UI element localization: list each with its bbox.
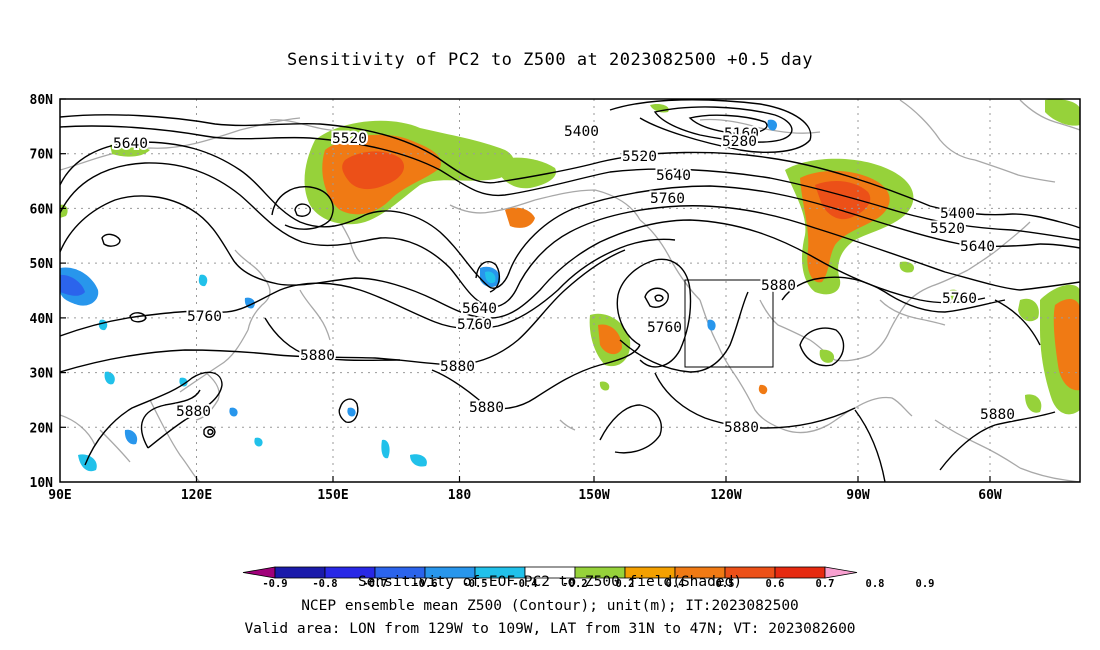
map-frame — [59, 98, 1081, 483]
lat-label: 10N — [30, 476, 54, 491]
coastlines — [60, 99, 1080, 482]
contour-label: 5880 — [469, 400, 504, 416]
lon-label: 120E — [181, 488, 212, 503]
contour-label: 5880 — [440, 359, 475, 375]
valid-area-box — [684, 279, 774, 368]
contour-label: 5520 — [622, 149, 657, 165]
contour-label: 5640 — [462, 301, 497, 317]
colorbar-tick-label: 0.9 — [916, 578, 935, 590]
contour-labels: 5640 5520 5400 5160 5280 5520 5640 5760 … — [111, 122, 1017, 438]
lon-label: 90W — [846, 488, 870, 503]
contour-label: 5640 — [960, 239, 995, 255]
footer-shading-caption: Sensitivity of EOF PC2 to Z500 field(Sha… — [357, 574, 743, 590]
colorbar-tick-label: -0.5 — [462, 578, 487, 590]
colorbar-tick-label: -0.9 — [262, 578, 287, 590]
z500-contours — [60, 99, 1080, 482]
lat-label: 60N — [30, 202, 54, 217]
lon-label: 60W — [978, 488, 1002, 503]
lat-label: 80N — [30, 93, 54, 108]
colorbar-tick-label: -0.4 — [512, 578, 537, 590]
colorbar-tick-label: -0.8 — [312, 578, 337, 590]
lon-label: 120W — [710, 488, 741, 503]
longitude-labels: 90E 120E 150E 180 150W 120W 90W 60W — [48, 488, 1002, 503]
colorbar-tick-label: 0.2 — [616, 578, 635, 590]
contour-label: 5880 — [176, 404, 211, 420]
footer-contour-caption: NCEP ensemble mean Z500 (Contour); unit(… — [301, 598, 799, 614]
negative-sensitivity-shading — [60, 119, 778, 472]
lat-label: 30N — [30, 367, 54, 382]
contour-label: 5400 — [564, 124, 599, 140]
contour-label: 5520 — [930, 221, 965, 237]
colorbar-tick-label: 0.4 — [666, 578, 685, 590]
footer-valid-area-caption: Valid area: LON from 129W to 109W, LAT f… — [244, 621, 856, 637]
colorbar-labels: -0.9 -0.8 -0.7 -0.6 -0.5 -0.4 -0.2 0.2 0.4 0.5 0.6… — [262, 578, 934, 590]
contour-label: 5760 — [457, 317, 492, 333]
contour-label: 5760 — [942, 291, 977, 307]
colorbar-tick-label: 0.7 — [816, 578, 835, 590]
contour-label: 5760 — [650, 191, 685, 207]
contour-label: 5880 — [300, 348, 335, 364]
colorbar-tick-label: 0.6 — [766, 578, 785, 590]
contour-label: 5880 — [724, 420, 759, 436]
map-title: Sensitivity of PC2 to Z500 at 2023082500… — [286, 50, 813, 70]
contour-label: 5280 — [722, 134, 757, 150]
contour-label: 5640 — [656, 168, 691, 184]
colorbar-tick-label: -0.2 — [562, 578, 587, 590]
contour-label: 5880 — [761, 278, 796, 294]
lon-label: 180 — [448, 488, 472, 503]
colorbar-tick-label: -0.7 — [362, 578, 387, 590]
contour-label: 5760 — [647, 320, 682, 336]
contour-label: 5160 — [724, 126, 759, 142]
axis-ticks — [60, 98, 991, 482]
contour-label: 5400 — [940, 206, 975, 222]
colorbar-tick-label: -0.6 — [412, 578, 437, 590]
latitude-labels: 80N 70N 60N 50N 40N 30N 20N 10N — [30, 93, 54, 491]
lat-label: 50N — [30, 257, 54, 272]
contour-label: 5760 — [187, 309, 222, 325]
lat-label: 70N — [30, 148, 54, 163]
colorbar — [242, 566, 858, 579]
lon-label: 150W — [578, 488, 609, 503]
contour-label: 5880 — [980, 407, 1015, 423]
colorbar-tick-label: 0.8 — [866, 578, 885, 590]
contour-label: 5520 — [332, 131, 367, 147]
colorbar-tick-label: 0.5 — [716, 578, 735, 590]
lat-label: 20N — [30, 421, 54, 436]
lon-label: 90E — [48, 488, 71, 503]
colorbar-segment — [824, 566, 858, 579]
lat-label: 40N — [30, 312, 54, 327]
lon-label: 150E — [317, 488, 348, 503]
positive-sensitivity-shading — [60, 99, 1080, 415]
grid-lines — [60, 99, 1080, 482]
contour-label: 5640 — [113, 136, 148, 152]
